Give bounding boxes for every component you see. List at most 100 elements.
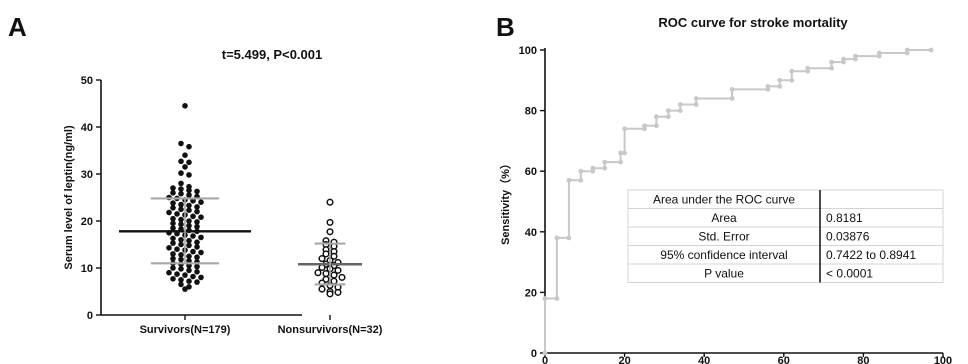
roc-point [578,177,584,183]
roc-point [693,102,699,107]
survivor-point [186,267,192,274]
survivor-point [170,251,176,257]
survivor-point [170,265,176,271]
survivor-point [190,233,196,239]
a-y-tick-label: 30 [81,169,93,181]
survivor-point [198,214,204,220]
a-y-tick-label: 20 [81,216,93,228]
roc-point [853,53,858,59]
roc-point [622,150,627,156]
roc-point [777,77,783,83]
survivor-point [178,277,184,283]
survivor-point [170,220,176,227]
survivor-point [178,190,184,197]
nonsurvivor-point [314,269,322,277]
nonsurvivor-point [318,255,326,263]
survivor-point [186,237,192,244]
a-chart-title: t=5.499, P<0.001 [222,47,322,62]
survivor-point [174,271,180,277]
b-y-tick-label: 0 [531,348,537,360]
b-y-tick-label: 20 [525,287,537,299]
roc-point [789,77,795,83]
roc-point [829,59,834,65]
b-y-tick-label: 60 [525,166,537,178]
survivor-point [166,209,172,216]
survivor-point [194,279,200,285]
survivor-point [170,255,176,262]
survivor-point [194,263,200,270]
roc-point [841,56,846,62]
survivor-point [178,201,184,208]
a-x-tick-label: Survivors(N=179) [140,324,231,336]
survivor-point [194,219,200,225]
survivor-point [178,237,184,243]
auc-table-value: 0.7422 to 0.8941 [826,248,916,262]
survivor-point [178,216,184,223]
roc-point [578,168,584,174]
survivor-point [174,246,180,252]
survivor-point [178,140,184,147]
auc-table-label: 95% confidence interval [660,248,787,262]
survivor-point [198,234,204,241]
roc-point [642,123,647,129]
survivor-point [190,248,196,255]
nonsurvivor-point [318,285,326,293]
auc-table-header: Area under the ROC curve [653,193,795,207]
nonsurvivor-point [330,271,338,279]
roc-point [765,84,771,89]
panel-b-letter: B [496,12,515,42]
roc-point [654,123,659,129]
b-y-axis-label: Sensitivity（%） [499,158,512,245]
survivor-point [170,185,176,191]
nonsurvivor-point [334,288,342,296]
a-y-tick-label: 0 [87,310,93,322]
survivor-point [170,215,176,222]
nonsurvivor-point [318,263,326,272]
roc-point [729,96,735,101]
survivor-point [186,172,192,178]
auc-table-label: Std. Error [698,230,749,244]
nonsurvivor-point [334,266,342,274]
survivor-point [182,286,188,292]
survivor-point [170,205,176,211]
survivor-point [170,276,176,282]
survivor-point [186,192,192,198]
roc-point [666,114,671,120]
roc-point [554,296,560,301]
panel-a-letter: A [8,12,27,42]
b-y-tick-label: 40 [525,227,537,239]
roc-point [618,150,623,156]
b-x-tick-label: 40 [698,355,710,364]
b-x-tick-label: 0 [542,355,548,364]
roc-point [677,108,683,113]
survivor-point [186,242,192,249]
survivor-point [194,208,200,215]
b-x-tick-label: 80 [857,355,869,364]
survivor-point [190,213,196,220]
b-x-tick-label: 20 [618,355,630,364]
auc-table-frame [627,189,944,283]
survivor-point [178,266,184,272]
survivor-point [166,269,172,276]
b-x-tick-label: 100 [934,355,952,364]
survivor-point [186,218,192,224]
roc-point [566,177,572,183]
roc-point [904,47,910,53]
roc-point [729,87,735,92]
roc-point [566,235,572,241]
survivor-point [186,278,192,285]
survivor-point [186,159,192,166]
roc-point [602,165,608,171]
a-y-tick-label: 40 [81,122,93,134]
auc-table-value: < 0.0001 [826,267,873,281]
survivor-point [166,245,172,251]
survivor-point [178,170,184,176]
roc-point [876,50,882,56]
survivor-point [194,239,200,245]
survivor-point [194,269,200,275]
survivor-point [182,164,188,170]
survivor-point [178,158,184,165]
survivor-point [194,204,200,210]
survivor-point [198,274,204,281]
